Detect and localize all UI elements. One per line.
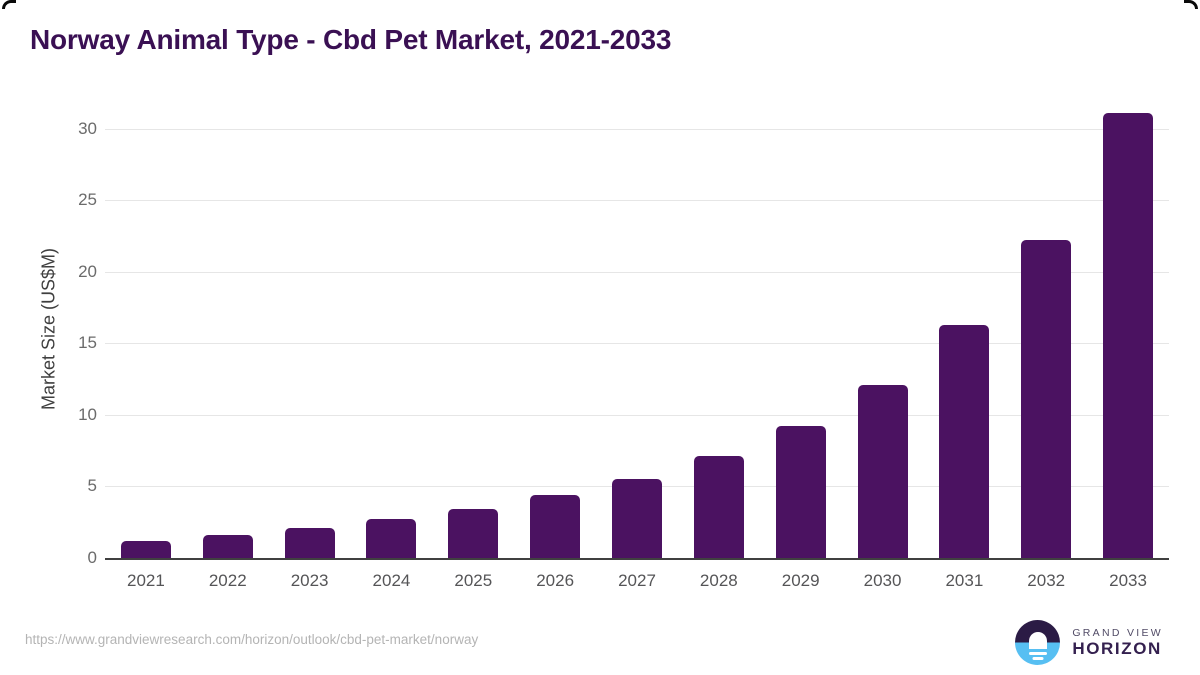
bar-2032[interactable] [1021, 240, 1072, 558]
gridline-30 [105, 128, 1169, 130]
x-tick-label-2025: 2025 [454, 571, 493, 590]
card-top-right-corner-decoration [1184, 0, 1198, 9]
logo-reflection-bar-1 [1028, 651, 1047, 655]
bar-2027[interactable] [612, 479, 662, 558]
bar-2033[interactable] [1103, 112, 1154, 558]
logo-wordmark: GRAND VIEW HORIZON [1072, 627, 1163, 659]
bar-2023[interactable] [284, 527, 335, 558]
y-tick-label-15: 15 [78, 333, 97, 353]
x-tick-label-2030: 2030 [863, 571, 902, 590]
bar-2029[interactable] [775, 426, 826, 558]
grandview-horizon-logo: GRAND VIEW HORIZON [1015, 620, 1163, 665]
gridline-25 [105, 200, 1169, 202]
y-tick-label-25: 25 [78, 190, 97, 210]
y-tick-label-0: 0 [87, 548, 97, 567]
logo-grand-view-text: GRAND VIEW [1072, 626, 1163, 639]
bar-2030[interactable] [857, 384, 908, 558]
y-tick-label-10: 10 [78, 404, 97, 424]
bar-2025[interactable] [448, 509, 499, 558]
x-tick-label-2033: 2033 [1109, 571, 1147, 590]
x-tick-label-2032: 2032 [1027, 571, 1066, 590]
x-tick-label-2026: 2026 [536, 571, 575, 590]
bar-2021[interactable] [120, 540, 171, 558]
y-tick-label-20: 20 [78, 261, 97, 281]
horizon-sun-logo-icon [1015, 620, 1061, 665]
x-tick-label-2031: 2031 [945, 571, 984, 590]
bar-2024[interactable] [366, 519, 417, 558]
x-tick-label-2022: 2022 [208, 571, 247, 590]
y-tick-label-5: 5 [87, 476, 97, 496]
bar-2022[interactable] [202, 535, 253, 558]
x-tick-label-2029: 2029 [781, 571, 820, 590]
logo-reflection-bar-2 [1032, 656, 1044, 660]
x-tick-label-2024: 2024 [372, 571, 411, 590]
logo-sun-dome [1028, 632, 1047, 649]
plot-area [105, 100, 1169, 560]
gridline-20 [105, 271, 1169, 273]
logo-horizon-text: HORIZON [1072, 638, 1162, 658]
card-top-left-corner-decoration [2, 0, 16, 9]
chart-title: Norway Animal Type - Cbd Pet Market, 202… [30, 24, 672, 55]
bar-2031[interactable] [939, 324, 990, 558]
bar-2028[interactable] [693, 456, 744, 558]
x-tick-label-2028: 2028 [699, 571, 738, 590]
x-tick-label-2027: 2027 [618, 571, 656, 590]
x-tick-label-2021: 2021 [127, 571, 165, 590]
x-tick-label-2023: 2023 [290, 571, 329, 590]
gridline-10 [105, 414, 1169, 416]
y-tick-label-30: 30 [78, 118, 97, 138]
bar-2026[interactable] [530, 495, 581, 558]
gridline-15 [105, 343, 1169, 345]
source-url: https://www.grandviewresearch.com/horizo… [25, 632, 479, 647]
